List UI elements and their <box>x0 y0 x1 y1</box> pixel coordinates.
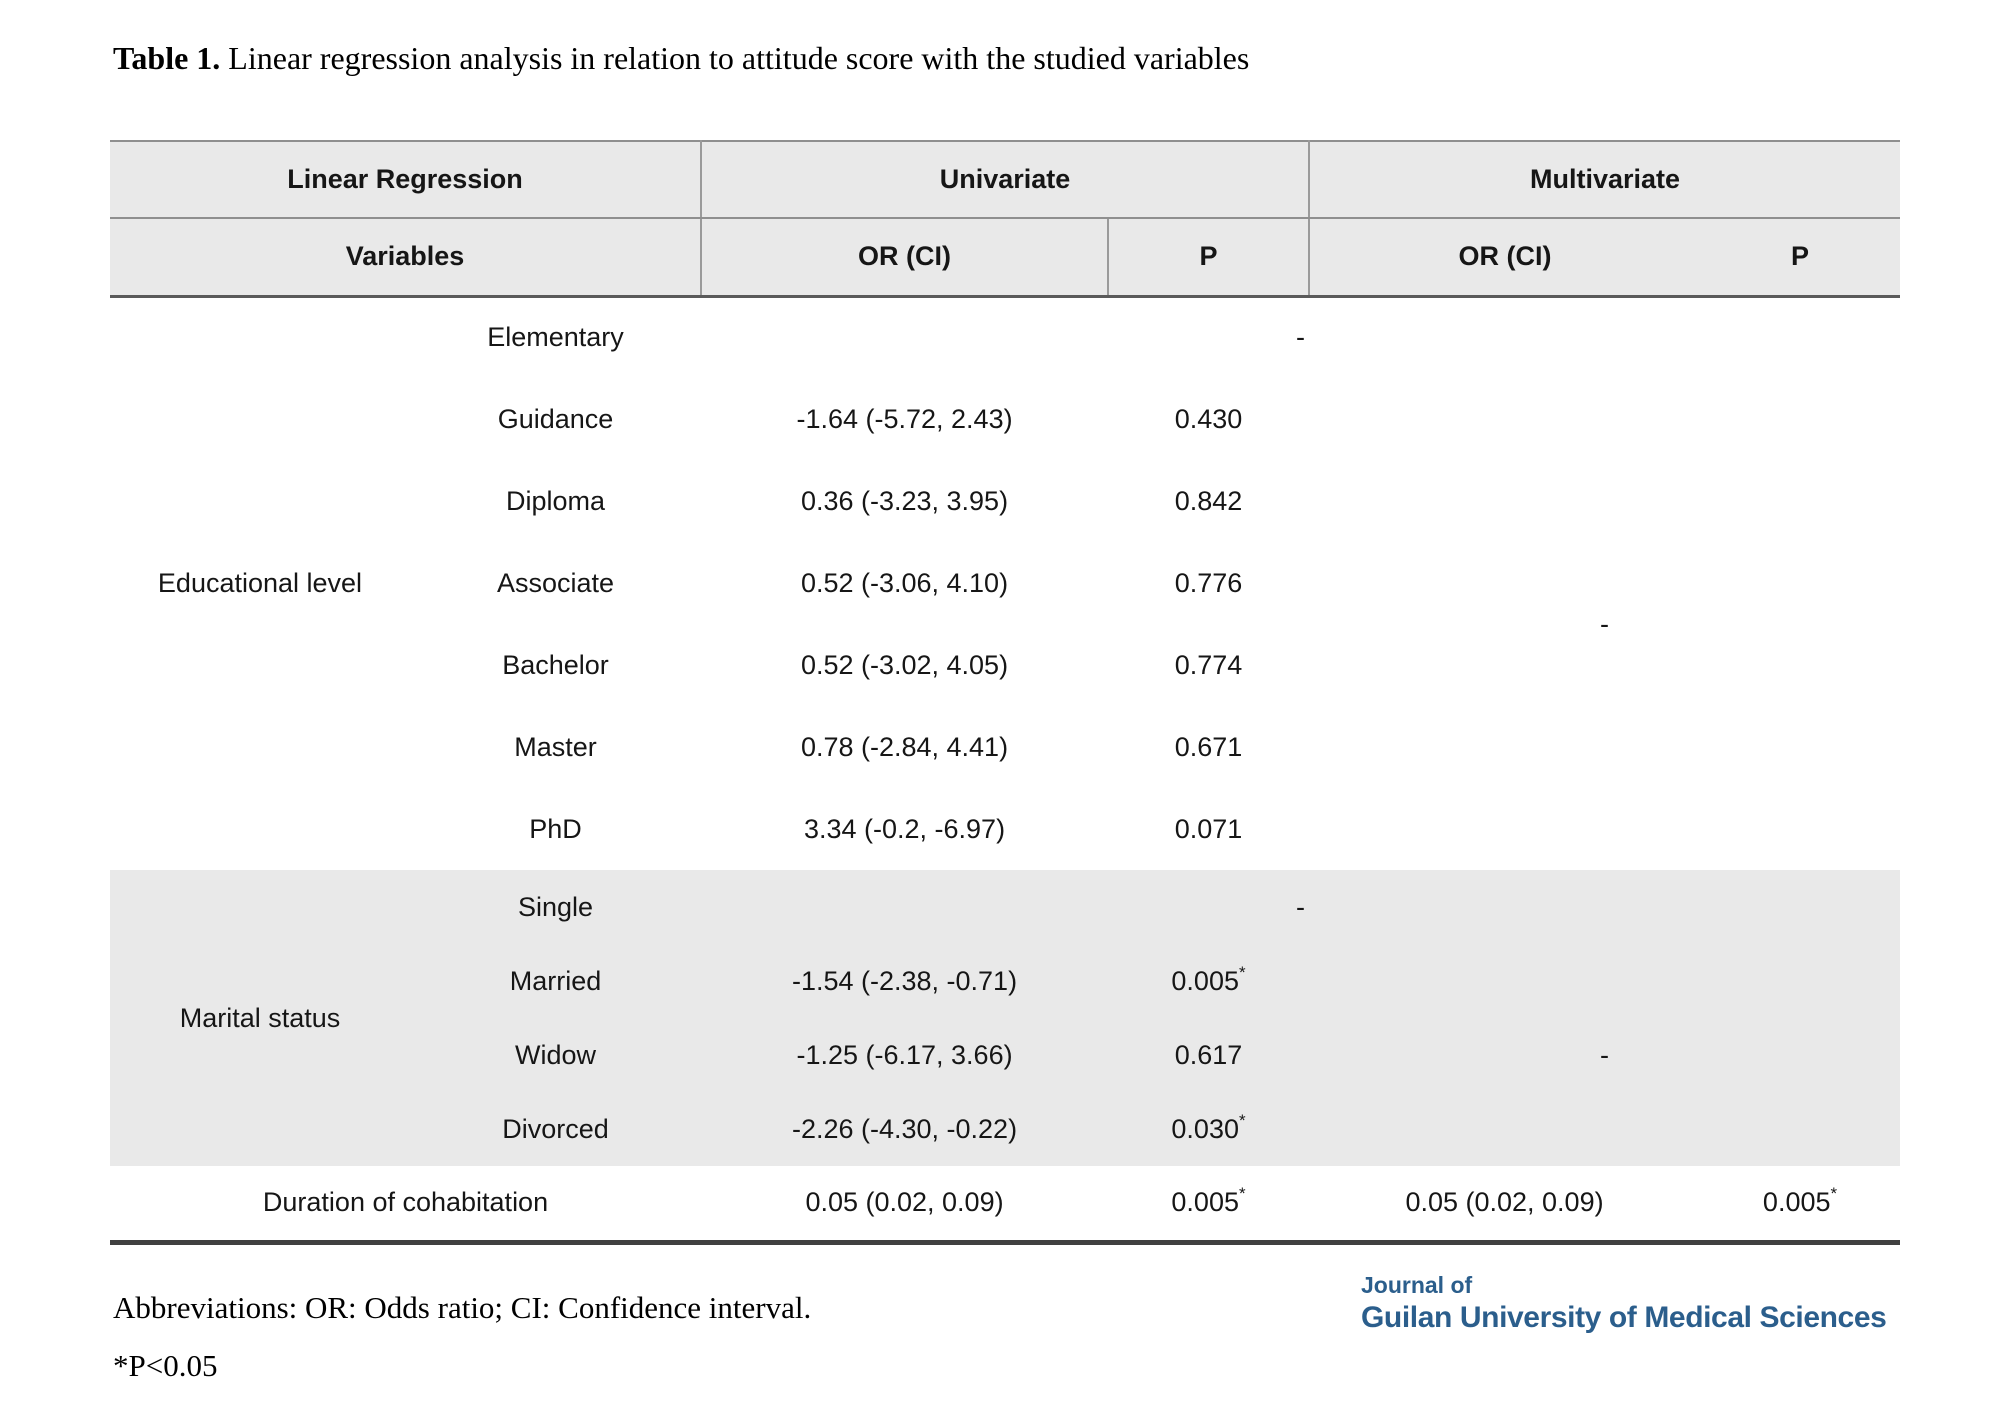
journal-logo: Journal of Guilan University of Medical … <box>1361 1272 1887 1335</box>
cell-master-level: Master <box>410 706 702 788</box>
cell-diploma-level: Diploma <box>410 460 702 542</box>
cell-guidance-p: 0.430 <box>1108 378 1310 460</box>
cell-associate-level: Associate <box>410 542 702 624</box>
header-row-columns: Variables OR (CI) P OR (CI) P <box>110 218 1901 298</box>
cell-duration-multi-p: 0.005* <box>1700 1166 1901 1242</box>
cell-bachelor-or: 0.52 (-3.02, 4.05) <box>701 624 1109 706</box>
row-associate: Associate 0.52 (-3.06, 4.10) 0.776 <box>110 542 1900 624</box>
cell-phd-p: 0.071 <box>1108 788 1310 870</box>
cell-associate-p: 0.776 <box>1108 542 1310 624</box>
cell-guidance-or: -1.64 (-5.72, 2.43) <box>701 378 1109 460</box>
cell-associate-or: 0.52 (-3.06, 4.10) <box>701 542 1109 624</box>
cell-widow-p: 0.617 <box>1108 1018 1310 1092</box>
row-phd: PhD 3.34 (-0.2, -6.97) 0.071 <box>110 788 1900 870</box>
cell-widow-level: Widow <box>410 1018 702 1092</box>
significance-asterisk: * <box>1238 1184 1246 1204</box>
cell-master-p: 0.671 <box>1108 706 1310 788</box>
row-married: Married -1.54 (-2.38, -0.71) 0.005* - <box>110 944 1901 1166</box>
row-diploma: Diploma 0.36 (-3.23, 3.95) 0.842 <box>110 460 1900 542</box>
cell-married-or: -1.54 (-2.38, -0.71) <box>701 944 1109 1018</box>
row-divorced: Divorced -2.26 (-4.30, -0.22) 0.030* <box>110 1092 1900 1166</box>
header-multi-or-ci: OR (CI) <box>1308 218 1701 298</box>
significance-asterisk: * <box>1238 962 1246 982</box>
cell-married-p: 0.005* <box>1108 944 1310 1018</box>
header-multivariate: Multivariate <box>1308 141 1901 219</box>
cell-single-level: Single <box>410 870 702 944</box>
cell-master-or: 0.78 (-2.84, 4.41) <box>701 706 1109 788</box>
row-guidance: Guidance -1.64 (-5.72, 2.43) 0.430 - <box>110 378 1901 870</box>
cell-phd-or: 3.34 (-0.2, -6.97) <box>701 788 1109 870</box>
table-caption: Table 1. Linear regression analysis in r… <box>113 40 1249 77</box>
cell-diploma-or: 0.36 (-3.23, 3.95) <box>701 460 1109 542</box>
row-single: Marital status Single - <box>110 870 1901 1166</box>
cell-bachelor-p: 0.774 <box>1108 624 1310 706</box>
row-bachelor: Bachelor 0.52 (-3.02, 4.05) 0.774 <box>110 624 1900 706</box>
header-univariate: Univariate <box>700 141 1310 219</box>
header-multi-p: P <box>1700 218 1901 298</box>
group-label-education: Educational level <box>110 296 410 870</box>
cell-elementary-level: Elementary <box>410 296 702 378</box>
significance-asterisk: * <box>1830 1184 1838 1204</box>
journal-logo-line1: Journal of <box>1361 1272 1473 1298</box>
cell-divorced-p: 0.030* <box>1108 1092 1310 1166</box>
row-widow: Widow -1.25 (-6.17, 3.66) 0.617 <box>110 1018 1900 1092</box>
cell-duration-uni-or: 0.05 (0.02, 0.09) <box>701 1166 1109 1242</box>
cell-duration-multi-or: 0.05 (0.02, 0.09) <box>1309 1166 1701 1242</box>
significance-note: *P<0.05 <box>113 1348 218 1383</box>
header-uni-p: P <box>1107 218 1310 298</box>
cell-duration-label: Duration of cohabitation <box>110 1166 702 1242</box>
cell-diploma-p: 0.842 <box>1108 460 1310 542</box>
header-uni-or-ci: OR (CI) <box>700 218 1109 298</box>
cell-married-level: Married <box>410 944 702 1018</box>
cell-widow-or: -1.25 (-6.17, 3.66) <box>701 1018 1109 1092</box>
group-label-marital: Marital status <box>110 870 410 1166</box>
journal-logo-line2: Guilan University of Medical Sciences <box>1361 1301 1887 1334</box>
cell-duration-uni-p: 0.005* <box>1108 1166 1310 1242</box>
cell-marital-multivariate-dash: - <box>1309 944 1901 1166</box>
row-elementary: Educational level Elementary - <box>110 296 1901 870</box>
cell-single-reference-dash: - <box>701 870 1901 944</box>
header-variables: Variables <box>110 218 702 298</box>
row-duration: Duration of cohabitation 0.05 (0.02, 0.0… <box>110 1166 1901 1242</box>
cell-elementary-reference-dash: - <box>701 296 1901 378</box>
table-caption-text: Linear regression analysis in relation t… <box>220 40 1250 76</box>
cell-phd-level: PhD <box>410 788 702 870</box>
cell-guidance-level: Guidance <box>410 378 702 460</box>
header-row-sections: Linear Regression Univariate Multivariat… <box>110 141 1901 219</box>
row-master: Master 0.78 (-2.84, 4.41) 0.671 <box>110 706 1900 788</box>
header-linear-regression: Linear Regression <box>110 141 702 219</box>
cell-education-multivariate-dash: - <box>1309 378 1901 870</box>
table-caption-label: Table 1. <box>113 40 221 76</box>
cell-divorced-level: Divorced <box>410 1092 702 1166</box>
regression-table: Linear Regression Univariate Multivariat… <box>110 140 1901 1245</box>
abbreviations-note: Abbreviations: OR: Odds ratio; CI: Confi… <box>113 1290 812 1325</box>
cell-bachelor-level: Bachelor <box>410 624 702 706</box>
cell-divorced-or: -2.26 (-4.30, -0.22) <box>701 1092 1109 1166</box>
significance-asterisk: * <box>1238 1110 1246 1130</box>
